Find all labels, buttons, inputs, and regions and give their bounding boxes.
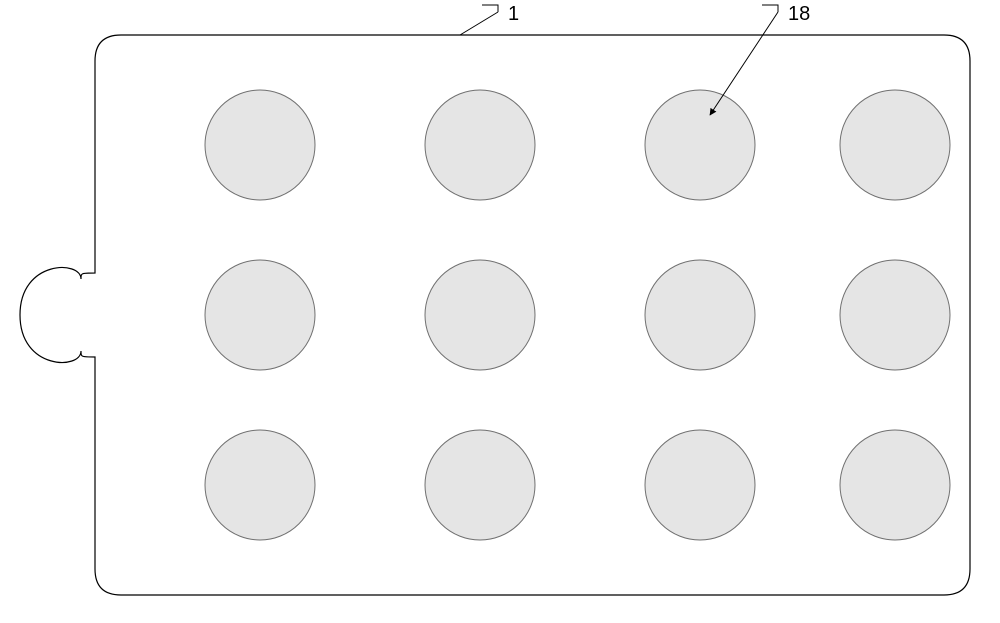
well-10	[425, 430, 535, 540]
well-7-outer	[645, 260, 755, 370]
well-7	[645, 260, 755, 370]
wells-group	[205, 90, 950, 540]
callout-1: 1	[460, 3, 519, 35]
well-6-outer	[425, 260, 535, 370]
well-3-outer	[645, 90, 755, 200]
callout-18-flag	[762, 5, 778, 12]
well-1-outer	[205, 90, 315, 200]
well-5-outer	[205, 260, 315, 370]
well-11	[645, 430, 755, 540]
well-8-outer	[840, 260, 950, 370]
well-2	[425, 90, 535, 200]
callout-18-label: 18	[788, 3, 810, 25]
callout-18-leader	[710, 12, 778, 115]
well-6	[425, 260, 535, 370]
well-12-outer	[840, 430, 950, 540]
well-11-outer	[645, 430, 755, 540]
well-1	[205, 90, 315, 200]
well-9-outer	[205, 430, 315, 540]
well-3	[645, 90, 755, 200]
well-4-outer	[840, 90, 950, 200]
callout-1-leader	[460, 12, 498, 35]
well-10-outer	[425, 430, 535, 540]
well-4	[840, 90, 950, 200]
well-9	[205, 430, 315, 540]
callout-1-label: 1	[508, 3, 519, 25]
well-2-outer	[425, 90, 535, 200]
well-5	[205, 260, 315, 370]
well-12	[840, 430, 950, 540]
well-8	[840, 260, 950, 370]
callout-1-flag	[482, 5, 498, 12]
